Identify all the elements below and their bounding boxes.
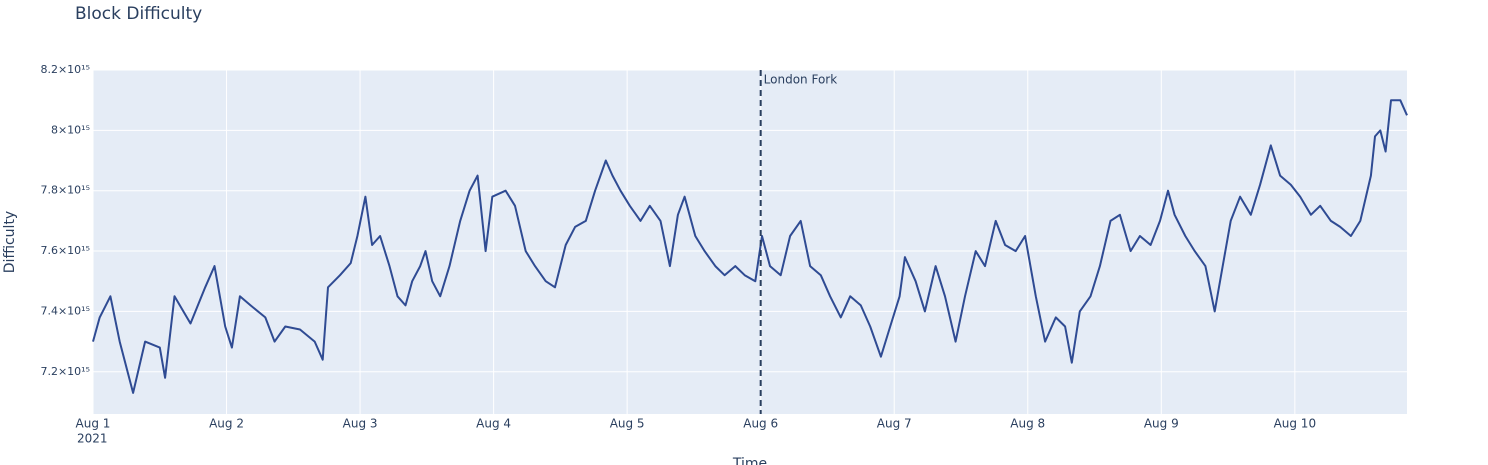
x-tick-label: Aug 10 (1274, 417, 1317, 431)
x-tick-label: Aug 1 (76, 417, 111, 431)
x-tick-label: Aug 4 (476, 417, 511, 431)
y-tick-label: 8×10¹⁵ (51, 123, 90, 136)
y-tick-label: 7.2×10¹⁵ (40, 365, 90, 378)
x-tick-label: Aug 7 (877, 417, 912, 431)
x-tick-label: Aug 5 (610, 417, 645, 431)
chart-title: Block Difficulty (75, 4, 202, 24)
x-tick-label: Aug 9 (1144, 417, 1179, 431)
x-tick-label: Aug 6 (743, 417, 778, 431)
x-year-label: 2021 (77, 432, 108, 446)
vline-annotation: London Fork (764, 73, 838, 87)
plot-area (93, 70, 1407, 414)
x-axis-label: Time (732, 456, 767, 465)
x-tick-label: Aug 3 (343, 417, 378, 431)
x-tick-label: Aug 8 (1010, 417, 1045, 431)
y-tick-label: 7.8×10¹⁵ (40, 184, 90, 197)
data-line (92, 99, 1408, 394)
y-tick-label: 7.4×10¹⁵ (40, 304, 90, 317)
y-tick-label: 7.6×10¹⁵ (40, 244, 90, 257)
y-axis-label: Difficulty (2, 211, 18, 273)
y-tick-label: 8.2×10¹⁵ (40, 63, 90, 76)
x-tick-label: Aug 2 (209, 417, 244, 431)
